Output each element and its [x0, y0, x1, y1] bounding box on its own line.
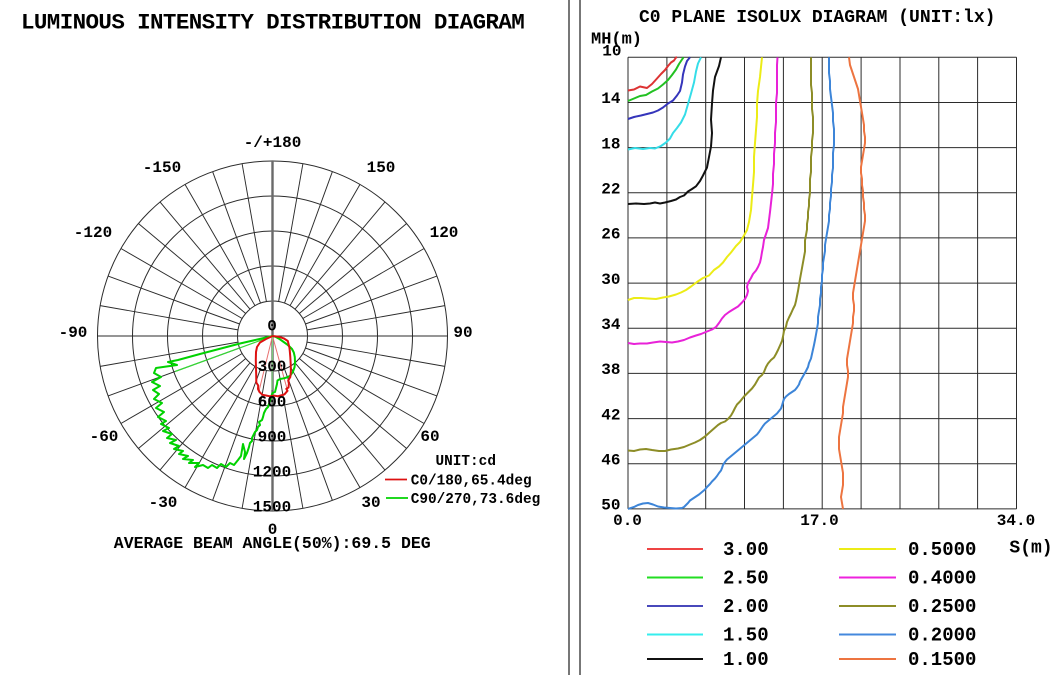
svg-text:C0/180,65.4deg: C0/180,65.4deg — [411, 473, 532, 489]
svg-text:22: 22 — [601, 180, 620, 198]
svg-text:1.50: 1.50 — [723, 625, 769, 647]
svg-text:1.00: 1.00 — [723, 649, 769, 671]
svg-text:-30: -30 — [149, 494, 178, 512]
svg-text:0.2000: 0.2000 — [908, 625, 976, 647]
svg-text:120: 120 — [430, 224, 459, 242]
svg-text:-120: -120 — [74, 224, 112, 242]
svg-text:-90: -90 — [59, 324, 88, 342]
svg-text:MH(m): MH(m) — [591, 31, 642, 50]
svg-text:900: 900 — [258, 429, 287, 447]
svg-text:3.00: 3.00 — [723, 539, 769, 561]
svg-text:C90/270,73.6deg: C90/270,73.6deg — [411, 492, 541, 508]
svg-text:30: 30 — [601, 271, 620, 289]
svg-text:0.4000: 0.4000 — [908, 568, 976, 590]
svg-text:60: 60 — [420, 428, 439, 446]
svg-text:2.50: 2.50 — [723, 568, 769, 590]
svg-text:1500: 1500 — [253, 499, 291, 517]
svg-text:90: 90 — [453, 324, 472, 342]
svg-text:C0 PLANE ISOLUX DIAGRAM (UNIT:: C0 PLANE ISOLUX DIAGRAM (UNIT:lx) — [639, 8, 995, 28]
svg-text:0.5000: 0.5000 — [908, 539, 976, 561]
svg-text:-/+180: -/+180 — [244, 134, 302, 152]
svg-text:150: 150 — [367, 159, 396, 177]
svg-text:26: 26 — [601, 226, 620, 244]
svg-text:34.0: 34.0 — [997, 512, 1035, 530]
svg-text:0.2500: 0.2500 — [908, 596, 976, 618]
svg-text:18: 18 — [601, 135, 620, 153]
svg-text:38: 38 — [601, 361, 620, 379]
svg-text:0: 0 — [268, 521, 278, 539]
svg-text:-150: -150 — [143, 159, 181, 177]
svg-text:2.00: 2.00 — [723, 596, 769, 618]
svg-text:300: 300 — [258, 358, 287, 376]
svg-text:0.0: 0.0 — [613, 512, 642, 530]
svg-text:1200: 1200 — [253, 464, 291, 482]
svg-text:10: 10 — [602, 42, 621, 60]
svg-text:AVERAGE BEAM ANGLE(50%):69.5 D: AVERAGE BEAM ANGLE(50%):69.5 DEG — [114, 534, 431, 553]
svg-text:14: 14 — [601, 90, 621, 108]
svg-text:17.0: 17.0 — [800, 512, 838, 530]
svg-text:46: 46 — [601, 451, 620, 469]
svg-text:30: 30 — [361, 494, 380, 512]
svg-text:LUMINOUS INTENSITY DISTRIBUTIO: LUMINOUS INTENSITY DISTRIBUTION DIAGRAM — [21, 10, 524, 36]
svg-text:42: 42 — [601, 406, 620, 424]
svg-text:-60: -60 — [90, 428, 119, 446]
svg-text:600: 600 — [258, 394, 287, 412]
svg-text:50: 50 — [601, 497, 620, 515]
svg-text:UNIT:cd: UNIT:cd — [436, 454, 496, 470]
svg-text:34: 34 — [601, 316, 621, 334]
svg-text:0.1500: 0.1500 — [908, 649, 976, 671]
svg-text:0: 0 — [267, 318, 277, 336]
svg-text:S(m): S(m) — [1009, 539, 1052, 559]
